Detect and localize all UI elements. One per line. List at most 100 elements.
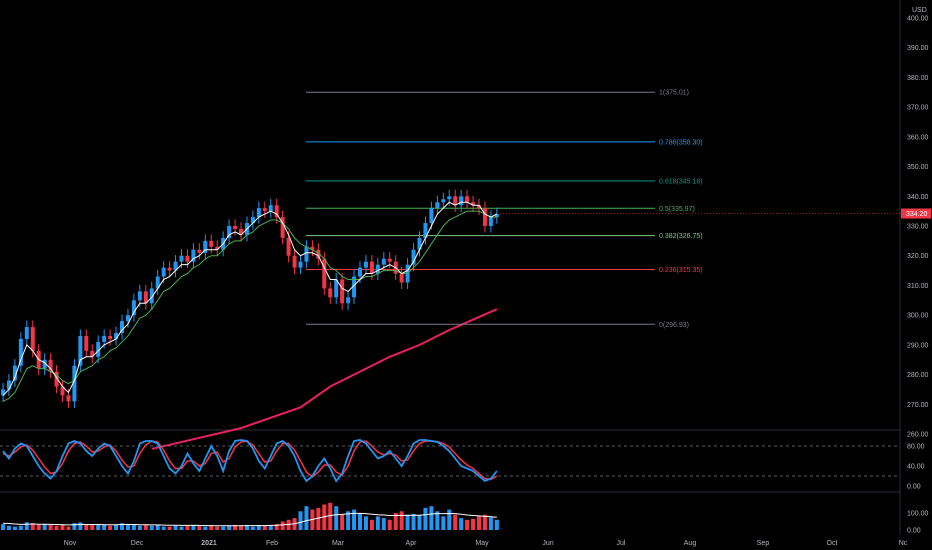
candle-body: [120, 321, 124, 333]
volume-bar: [155, 524, 160, 530]
volume-bar: [435, 511, 440, 530]
volume-bar: [423, 507, 428, 530]
volume-bar: [125, 524, 130, 530]
candle-body: [429, 208, 434, 224]
price-axis[interactable]: USD 400.00 390.00 380.00 370.00 360.00 350.00…: [907, 7, 929, 439]
volume-bar: [102, 524, 107, 530]
time-axis[interactable]: Nov Dec 2021 Feb Mar Apr May Jun Jul Aug Sep Oct Nc: [64, 540, 908, 547]
price-tick-label: 380.00: [907, 75, 929, 82]
volume-bar: [244, 524, 249, 530]
time-tick-label: Sep: [757, 540, 770, 547]
candle-body: [268, 205, 273, 212]
volume-bar: [429, 506, 434, 530]
candle-body: [239, 228, 243, 235]
volume-bar: [131, 524, 136, 530]
fibonacci-retracement[interactable]: 1(375.01) 0.786(358.30) 0.618(345.18) 0.5(3…: [306, 90, 703, 329]
volume-bar: [286, 519, 291, 530]
volume-bar: [256, 524, 261, 530]
candle-body: [84, 335, 89, 351]
volume-bar: [399, 511, 404, 530]
volume-bar: [18, 525, 23, 530]
candle-body: [488, 217, 493, 226]
candle-body: [322, 258, 327, 289]
stoch-tick-label: 40.00: [907, 464, 925, 471]
volume-bar: [268, 524, 273, 530]
candle-body: [447, 196, 452, 200]
price-tick-label: 390.00: [907, 45, 929, 52]
last-price-label: 334.20: [906, 211, 928, 218]
volume-bar: [72, 523, 77, 530]
volume-bar: [185, 525, 190, 530]
candle-body: [358, 267, 362, 277]
moving-averages: [2, 201, 498, 402]
candle-body: [346, 297, 351, 304]
candle-body: [381, 258, 386, 265]
volume-bar: [340, 514, 345, 530]
fib-level-label: 0.236(315.35): [659, 267, 703, 274]
volume-bar: [239, 525, 243, 530]
price-tick-label: 400.00: [907, 15, 929, 22]
volume-bar: [191, 524, 196, 530]
time-tick-label: Aug: [684, 540, 697, 547]
candle-body: [66, 395, 71, 402]
volume-bar: [108, 525, 113, 530]
candle-body: [90, 350, 95, 357]
volume-bar: [215, 526, 220, 530]
candle-body: [72, 365, 77, 402]
ma-long-line: [151, 308, 498, 450]
candle-body: [78, 335, 83, 366]
fib-level-label: 0.786(358.30): [659, 139, 703, 146]
candle-body: [417, 237, 422, 250]
volume-bar: [227, 525, 232, 530]
volume-bar: [203, 526, 208, 530]
candle-body: [155, 276, 160, 289]
candle-body: [316, 249, 321, 259]
volume-bar: [179, 526, 184, 530]
volume-bar: [304, 506, 309, 530]
candle-body: [304, 246, 309, 262]
candle-body: [143, 291, 148, 304]
candle-body: [60, 386, 65, 396]
volume-bar: [363, 516, 368, 530]
time-tick-label: May: [475, 540, 489, 547]
price-tick-label: 340.00: [907, 194, 929, 201]
candle-body: [286, 237, 291, 256]
candle-body: [108, 335, 113, 339]
ma-200-line: [151, 308, 498, 450]
volume-bar: [465, 519, 470, 530]
volume-bar: [459, 518, 464, 530]
volume-bar: [197, 525, 202, 530]
fib-level-label: 1(375.01): [659, 90, 689, 97]
candle-body: [262, 208, 267, 212]
volume-bar: [447, 509, 452, 530]
candle-body: [280, 217, 285, 238]
volume-bar: [411, 513, 416, 530]
candle-body: [310, 246, 315, 250]
volume-bar: [375, 516, 380, 530]
candle-body: [149, 288, 154, 304]
candle-body: [369, 261, 374, 274]
candle-body: [24, 327, 29, 339]
volume-bar: [30, 523, 35, 530]
volume-bar: [42, 524, 47, 530]
candle-body: [292, 255, 297, 268]
volume-bar: [24, 522, 29, 530]
candle-body: [12, 365, 17, 381]
candle-body: [441, 199, 446, 203]
volume-bar: [66, 526, 71, 530]
candle-body: [375, 264, 380, 274]
price-tick-label: 320.00: [907, 253, 929, 260]
currency-label: USD: [912, 7, 927, 14]
candle-body: [423, 223, 428, 238]
price-tick-label: 310.00: [907, 283, 929, 290]
volume-bar: [250, 526, 255, 530]
volume-bar: [60, 524, 65, 530]
candle-body: [387, 258, 392, 262]
volume-bar: [298, 511, 303, 530]
volume-bar: [167, 526, 172, 530]
candle-body: [256, 208, 261, 218]
volume-bar: [494, 519, 499, 530]
volume-bar: [149, 525, 154, 530]
volume-bar: [488, 517, 493, 530]
volume-bar: [477, 516, 481, 530]
